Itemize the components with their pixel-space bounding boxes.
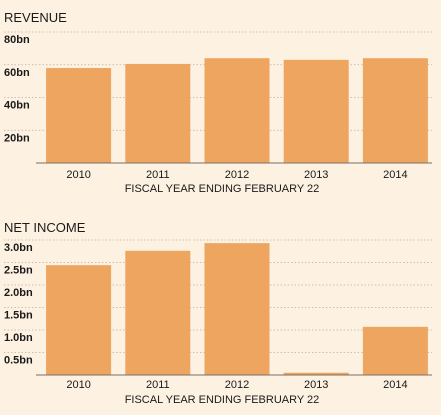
x-tick-label: 2012 (225, 379, 249, 391)
x-tick-label: 2010 (66, 379, 90, 391)
x-tick-label: 2014 (383, 169, 407, 181)
x-tick-label: 2013 (304, 169, 328, 181)
y-tick-label: 80bn (4, 34, 30, 46)
bar-2011 (125, 250, 191, 375)
revenue-chart: REVENUE FISCAL YEAR ENDING FEBRUARY 22 2… (4, 10, 432, 195)
x-axis-title: FISCAL YEAR ENDING FEBRUARY 22 (125, 394, 320, 406)
net-income-chart: NET INCOME FISCAL YEAR ENDING FEBRUARY 2… (4, 220, 432, 406)
x-tick-label: 2011 (146, 169, 170, 181)
chart-title: NET INCOME (4, 220, 86, 235)
x-tick-label: 2014 (383, 379, 407, 391)
x-tick-label: 2013 (304, 379, 328, 391)
x-tick-label: 2011 (146, 379, 170, 391)
y-tick-label: 40bn (4, 100, 30, 112)
bar-2012 (204, 243, 270, 375)
x-tick-label: 2010 (66, 169, 90, 181)
y-tick-label: 3.0bn (4, 242, 33, 254)
y-tick-label: 1.5bn (4, 310, 33, 322)
bar-2014 (362, 58, 428, 164)
y-tick-label: 1.0bn (4, 332, 33, 344)
y-tick-label: 2.5bn (4, 265, 33, 277)
y-tick-label: 20bn (4, 132, 30, 144)
bar-2014 (362, 326, 428, 375)
bar-2010 (46, 68, 112, 163)
bar-2012 (204, 58, 270, 164)
y-tick-label: 0.5bn (4, 355, 33, 367)
y-tick-label: 60bn (4, 67, 30, 79)
chart-title: REVENUE (4, 10, 67, 25)
bar-2013 (283, 372, 349, 375)
bar-2010 (46, 265, 112, 375)
x-tick-label: 2012 (225, 169, 249, 181)
y-tick-label: 2.0bn (4, 287, 33, 299)
x-axis-title: FISCAL YEAR ENDING FEBRUARY 22 (125, 183, 320, 195)
bar-2011 (125, 63, 191, 163)
bar-2013 (283, 59, 349, 163)
